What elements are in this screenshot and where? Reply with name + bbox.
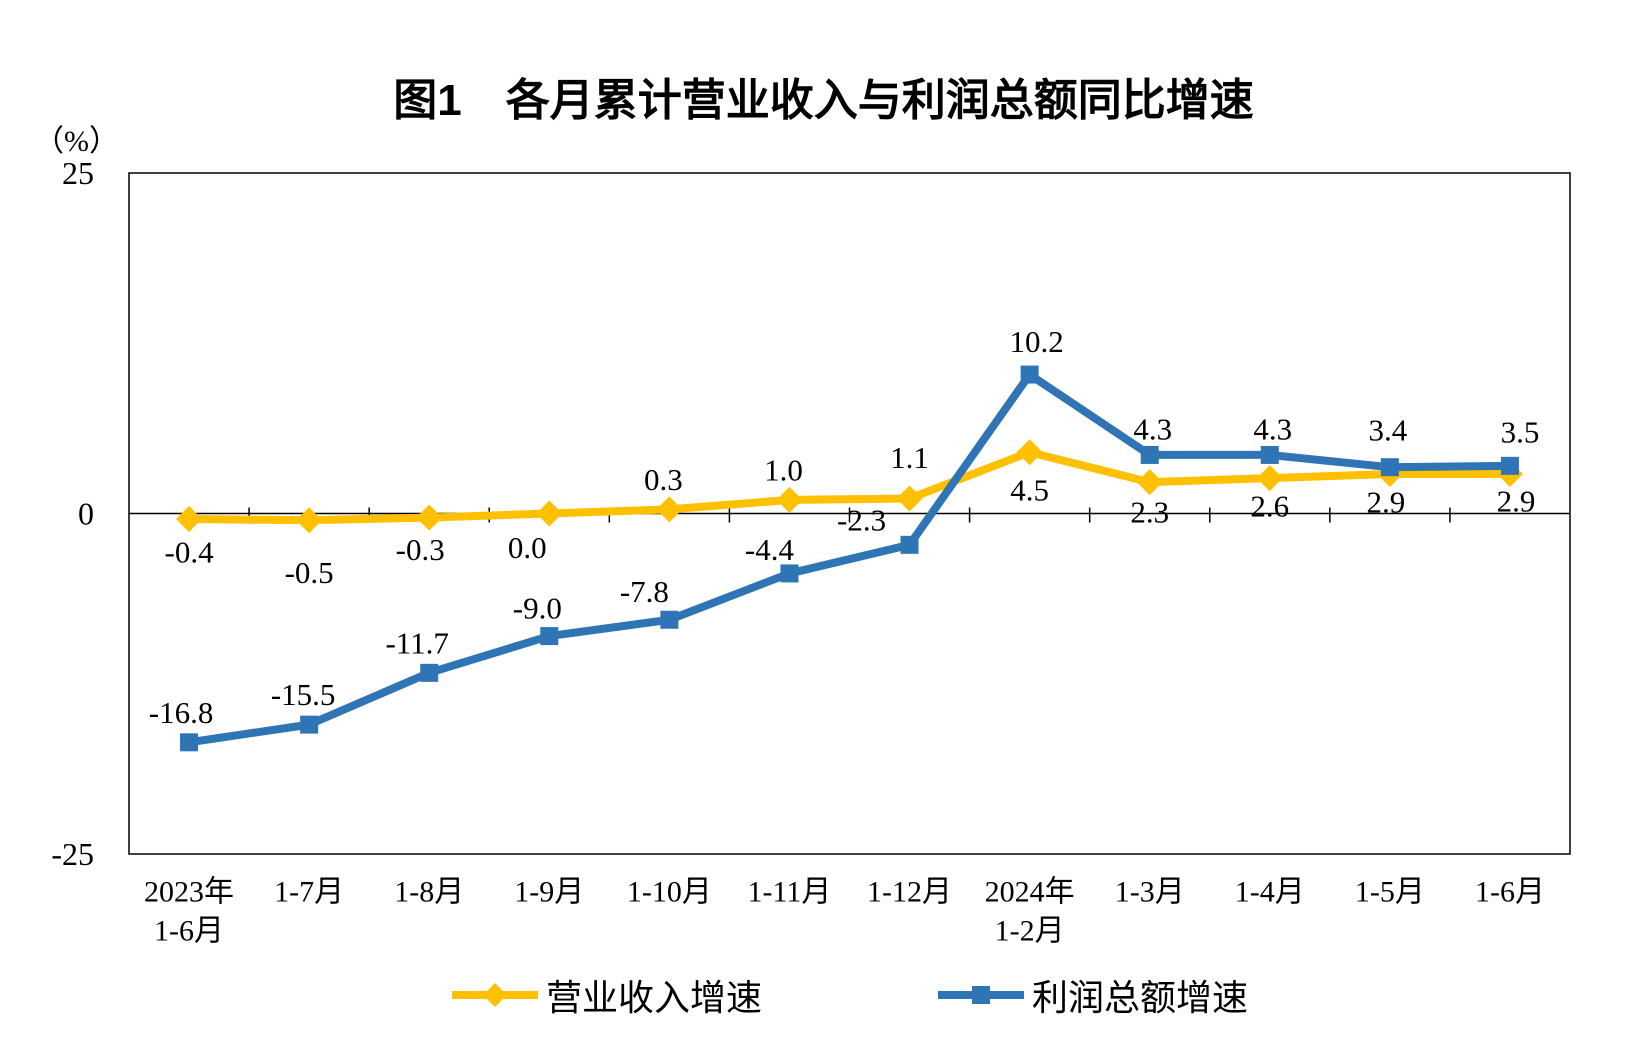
data-point-marker	[1256, 465, 1283, 492]
x-axis-tick-label: 2024年	[985, 876, 1075, 909]
data-point-marker	[1260, 445, 1279, 464]
y-axis-labels: 25 0 -25	[51, 155, 94, 872]
data-point-marker	[660, 610, 679, 629]
chart-title: 图1 各月累计营业收入与利润总额同比增速	[393, 76, 1254, 125]
data-point-marker	[656, 496, 683, 523]
x-axis-tick-label: 1-2月	[995, 915, 1065, 948]
x-axis-tick-label: 1-3月	[1115, 876, 1185, 909]
data-point-marker	[896, 485, 923, 512]
data-point-label: 4.5	[1010, 473, 1049, 508]
data-point-marker	[776, 486, 803, 513]
legend-item-profit: 利润总额增速	[936, 974, 1248, 1018]
data-point-label: 10.2	[1010, 324, 1064, 359]
x-axis-tick-label: 1-6月	[154, 915, 224, 948]
data-point-label: 2.9	[1497, 484, 1536, 519]
series-profit: -16.8 -15.5 -11.7 -9.0 -7.8 -4.4 -2.3 10.2 4.3 4.…	[149, 324, 1540, 752]
data-point-label: 0.3	[644, 462, 683, 497]
data-point-marker	[1140, 445, 1159, 464]
data-point-marker	[1020, 365, 1039, 384]
x-axis-tick-label: 1-10月	[627, 876, 712, 909]
data-point-marker	[296, 507, 323, 534]
x-axis-labels: 2023年 1-6月 1-7月 1-8月 1-9月 1-10月 1-11月 1-12月 2024…	[144, 876, 1545, 948]
data-point-marker	[176, 505, 203, 532]
data-point-label: -16.8	[149, 695, 214, 730]
y-axis-tick-label: 25	[62, 155, 94, 191]
data-point-marker	[900, 535, 919, 554]
data-point-marker	[1380, 458, 1399, 477]
data-point-label: 2.3	[1130, 495, 1169, 530]
x-axis-tick-label: 1-9月	[514, 876, 584, 909]
data-point-label: 2.6	[1250, 489, 1289, 524]
x-axis-tick-label: 1-8月	[394, 876, 464, 909]
x-axis-tick-label: 1-5月	[1355, 876, 1425, 909]
data-point-label: 3.4	[1369, 413, 1408, 448]
data-point-marker	[540, 627, 559, 646]
data-point-label: 4.3	[1133, 411, 1172, 446]
data-point-label: 2.9	[1367, 485, 1406, 520]
data-point-marker	[300, 715, 319, 734]
data-point-label: 0.0	[508, 530, 547, 565]
data-point-label: 1.1	[890, 440, 929, 475]
legend-marker-profit-icon	[938, 986, 1024, 1004]
data-point-label: -9.0	[513, 591, 562, 626]
legend-label-revenue: 营业收入增速	[546, 978, 763, 1018]
data-point-label: 4.3	[1253, 411, 1292, 446]
data-point-label: -0.4	[165, 534, 215, 569]
data-point-label: -4.4	[745, 532, 795, 567]
legend-label-profit: 利润总额增速	[1032, 978, 1249, 1018]
data-point-marker	[1136, 469, 1163, 496]
data-point-label: -0.5	[285, 555, 334, 590]
data-point-label: -0.3	[396, 532, 445, 567]
x-axis-tick-label: 1-7月	[274, 876, 344, 909]
series-revenue: -0.4 -0.5 -0.3 0.0 0.3 1.0 1.1 4.5 2.3 2.6 2.9 2.9	[165, 439, 1536, 590]
legend-item-revenue: 营业收入增速	[450, 974, 762, 1018]
series-line	[188, 448, 1510, 525]
x-axis-tick-label: 1-4月	[1235, 876, 1305, 909]
data-point-label: -7.8	[620, 574, 669, 609]
data-point-label: -2.3	[837, 502, 886, 537]
y-axis-tick-label: 0	[78, 496, 94, 532]
x-axis-tick-label: 2023年	[144, 876, 234, 909]
y-axis-unit-label: （%）	[34, 125, 119, 158]
data-point-marker	[1500, 456, 1519, 475]
data-point-marker	[416, 504, 443, 531]
data-point-marker	[780, 564, 799, 583]
data-point-label: 1.0	[764, 452, 803, 487]
y-axis-tick-label: -25	[51, 836, 94, 872]
data-point-marker	[180, 733, 199, 752]
data-point-marker	[420, 663, 439, 682]
legend-marker-revenue-icon	[452, 983, 538, 1007]
data-point-label: 3.5	[1501, 414, 1540, 449]
x-axis-tick-label: 1-12月	[867, 876, 952, 909]
x-axis-tick-label: 1-11月	[748, 876, 832, 909]
data-point-label: -15.5	[271, 677, 336, 712]
data-point-marker	[536, 500, 563, 527]
data-point-marker	[1016, 439, 1043, 466]
x-axis-tick-label: 1-6月	[1475, 876, 1545, 909]
data-point-label: -11.7	[385, 625, 448, 660]
series-line	[188, 370, 1511, 747]
